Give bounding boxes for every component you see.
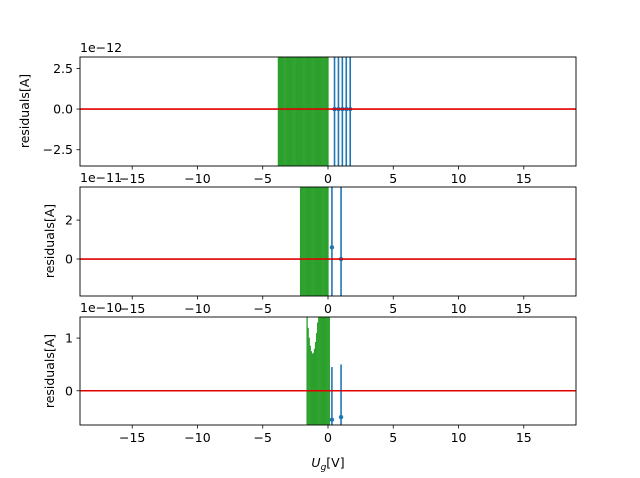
x-tick-label: 10 <box>451 301 467 316</box>
y-tick-label: 0 <box>65 383 73 398</box>
panel-3-offset-text: 1e−10 <box>80 300 122 315</box>
x-tick-label: 15 <box>516 301 532 316</box>
y-tick-label: 2 <box>65 213 73 228</box>
panel-3-plot-area <box>80 317 576 425</box>
x-tick-label: 0 <box>324 301 332 316</box>
y-tick-label: 1 <box>65 331 73 346</box>
x-tick-label: 0 <box>324 171 332 186</box>
x-tick-label: −10 <box>184 301 210 316</box>
panel-1-plot-area <box>80 57 576 166</box>
x-tick-label: 10 <box>451 171 467 186</box>
panel-2-offset-text: 1e−11 <box>80 170 122 185</box>
x-tick-label: −10 <box>184 171 210 186</box>
y-tick-label: −2.5 <box>43 142 73 157</box>
y-tick-label: 2.5 <box>53 61 73 76</box>
x-tick-label: −10 <box>184 430 210 445</box>
data-point <box>338 414 344 420</box>
x-tick-label: 5 <box>389 301 397 316</box>
panel-2-x-axis: −15 −10 −5 0 5 10 15 <box>119 296 532 316</box>
x-tick-label: 10 <box>451 430 467 445</box>
panel-1-offset-text: 1e−12 <box>80 40 122 55</box>
panel-2-plot-area <box>80 187 576 296</box>
panel-1: −15 −10 −5 0 5 10 15 −2.5 0.0 2.5 1e−12 residual… <box>17 40 577 186</box>
panel-2-y-axis-label: residuals[A] <box>42 204 57 278</box>
panel-3-x-axis: −15 −10 −5 0 5 10 15 <box>119 425 532 445</box>
x-tick-label: −15 <box>119 301 145 316</box>
panel-3-y-axis-label: residuals[A] <box>42 334 57 408</box>
y-tick-label: 0 <box>65 252 73 267</box>
x-tick-label: 15 <box>516 430 532 445</box>
panel-1-y-axis-label: residuals[A] <box>17 74 32 148</box>
x-tick-label: 15 <box>516 171 532 186</box>
x-tick-label: 0 <box>324 430 332 445</box>
data-point <box>329 417 335 422</box>
x-tick-label: −5 <box>254 430 272 445</box>
y-tick-label: 0.0 <box>53 102 73 117</box>
panel-3-y-axis: 01 <box>65 331 80 398</box>
data-point <box>329 245 335 250</box>
x-tick-label: 5 <box>389 430 397 445</box>
panel-1-x-axis: −15 −10 −5 0 5 10 15 <box>119 166 532 186</box>
panel-3: −15 −10 −5 0 5 10 15 01 1e−10 residuals[A] Ug[… <box>42 300 577 473</box>
x-tick-label: −15 <box>119 171 145 186</box>
x-tick-label: −5 <box>254 171 272 186</box>
panel-2-y-axis: 02 <box>65 213 80 267</box>
x-tick-label: −5 <box>254 301 272 316</box>
panel-2: −15 −10 −5 0 5 10 15 02 1e−11 residuals[A] <box>42 170 577 316</box>
x-tick-label: −15 <box>119 430 145 445</box>
panel-3-x-axis-label: Ug[V] <box>311 455 344 473</box>
panel-1-y-axis: −2.5 0.0 2.5 <box>43 61 80 157</box>
x-tick-label: 5 <box>389 171 397 186</box>
